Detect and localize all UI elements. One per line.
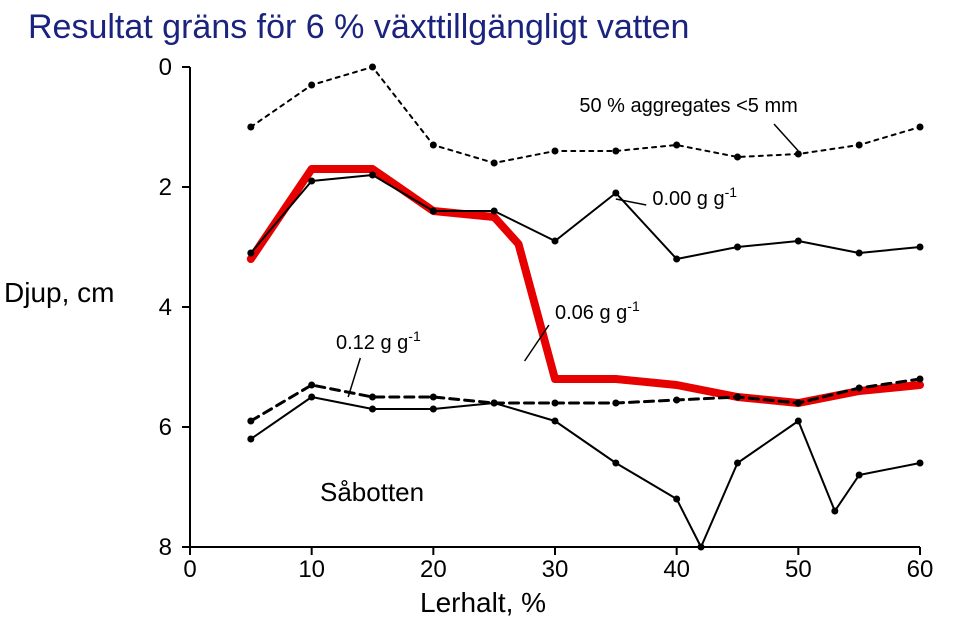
- svg-text:0.12 g g-1: 0.12 g g-1: [336, 328, 421, 354]
- svg-text:0: 0: [183, 556, 196, 583]
- svg-text:4: 4: [159, 294, 172, 321]
- x-axis-label: Lerhalt, %: [420, 587, 546, 619]
- svg-text:0: 0: [159, 54, 172, 81]
- svg-text:8: 8: [159, 534, 172, 561]
- svg-text:0.00 g g-1: 0.00 g g-1: [652, 184, 737, 210]
- sabotten-label: Såbotten: [320, 477, 424, 508]
- svg-text:10: 10: [298, 556, 325, 583]
- y-axis-label: Djup, cm: [4, 277, 114, 309]
- svg-text:50 % aggregates <5 mm: 50 % aggregates <5 mm: [579, 95, 797, 117]
- svg-text:30: 30: [542, 556, 569, 583]
- chart-container: Djup, cm Såbotten Lerhalt, % 02468010203…: [0, 47, 960, 625]
- svg-text:60: 60: [907, 556, 934, 583]
- svg-text:50: 50: [785, 556, 812, 583]
- line-chart: 02468010203040506050 % aggregates <5 mm0…: [0, 47, 960, 587]
- svg-text:40: 40: [663, 556, 690, 583]
- svg-text:2: 2: [159, 174, 172, 201]
- svg-text:6: 6: [159, 414, 172, 441]
- page-title: Resultat gräns för 6 % växttillgängligt …: [0, 0, 960, 47]
- svg-text:20: 20: [420, 556, 447, 583]
- svg-text:0.06 g g-1: 0.06 g g-1: [555, 298, 640, 324]
